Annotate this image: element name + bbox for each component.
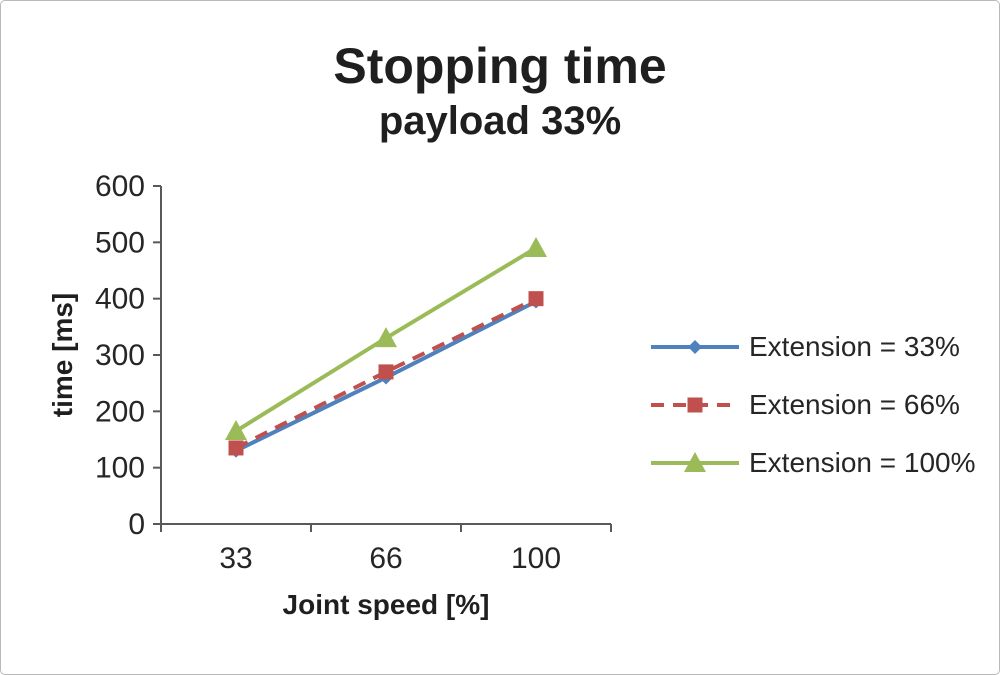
legend-marker-diamond [688, 340, 702, 354]
legend-sample-square [651, 397, 739, 413]
series-marker-triangle [225, 420, 247, 441]
y-tick-label: 600 [95, 170, 145, 203]
legend-item-extension-66: Extension = 66% [649, 389, 976, 421]
series-marker-triangle [525, 236, 547, 257]
legend-label: Extension = 66% [749, 389, 960, 420]
y-tick-label: 100 [95, 452, 145, 485]
legend-label: Extension = 33% [749, 331, 960, 362]
y-axis-title: time [ms] [47, 292, 78, 418]
series-marker-square [528, 291, 544, 307]
series-line-1 [235, 296, 537, 450]
y-tick-label: 0 [128, 508, 145, 541]
legend-sample-triangle [651, 452, 739, 472]
legend: Extension = 33% Extension = 66% Extensio… [649, 331, 976, 479]
y-tick-label: 500 [95, 226, 145, 259]
legend-item-extension-33: Extension = 33% [649, 331, 976, 363]
legend-marker-triangle [684, 452, 706, 472]
series-marker-triangle [375, 327, 397, 348]
legend-sample-diamond [651, 340, 739, 354]
x-tick-label: 100 [511, 542, 561, 575]
legend-marker-square [687, 397, 703, 413]
y-tick-label: 300 [95, 339, 145, 372]
x-tick-label: 33 [219, 542, 252, 575]
series-marker-square [228, 440, 244, 456]
series-marker-square [378, 364, 394, 380]
x-tick-label: 66 [369, 542, 402, 575]
chart-subtitle: payload 33% [378, 99, 622, 143]
y-tick-label: 400 [95, 283, 145, 316]
legend-label: Extension = 100% [749, 447, 976, 478]
y-tick-label: 200 [95, 395, 145, 428]
chart-title: Stopping time [333, 38, 667, 94]
x-axis-title: Joint speed [%] [282, 589, 490, 620]
legend-item-extension-100: Extension = 100% [649, 447, 976, 479]
